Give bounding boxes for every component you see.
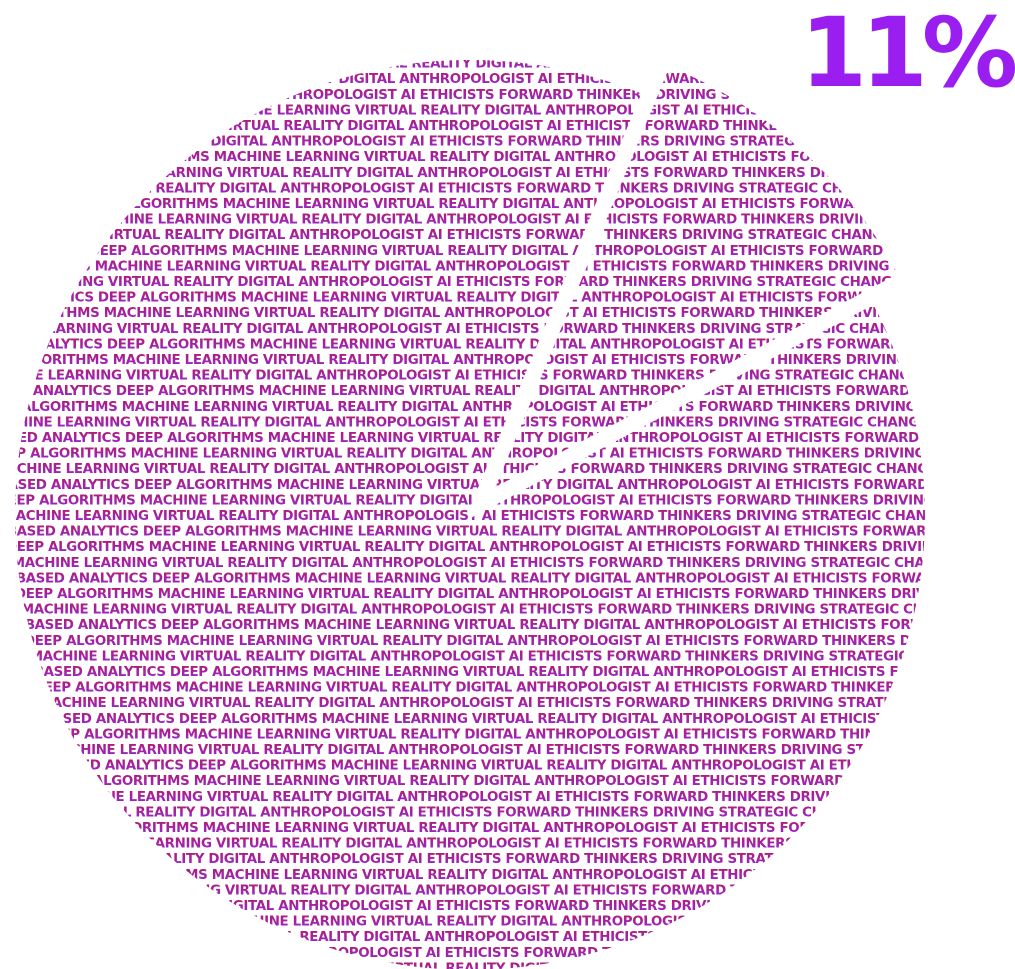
texture-text: CLOUD BASED ANALYTICS DEEP ALGORITHMS MA… <box>0 696 1015 711</box>
texture-text: CLOUD BASED ANALYTICS DEEP ALGORITHMS MA… <box>0 493 1015 508</box>
texture-text: CLOUD BASED ANALYTICS DEEP ALGORITHMS MA… <box>0 150 1015 165</box>
texture-text: CLOUD BASED ANALYTICS DEEP ALGORITHMS MA… <box>0 821 1015 836</box>
texture-text: CLOUD BASED ANALYTICS DEEP ALGORITHMS MA… <box>0 384 1015 399</box>
texture-text: CLOUD BASED ANALYTICS DEEP ALGORITHMS MA… <box>0 961 1015 969</box>
texture-text: CLOUD BASED ANALYTICS DEEP ALGORITHMS MA… <box>0 400 1015 415</box>
texture-text: CLOUD BASED ANALYTICS DEEP ALGORITHMS MA… <box>0 665 1015 680</box>
texture-text: CLOUD BASED ANALYTICS DEEP ALGORITHMS MA… <box>0 805 1015 820</box>
texture-text: CLOUD BASED ANALYTICS DEEP ALGORITHMS MA… <box>0 618 1015 633</box>
texture-text: CLOUD BASED ANALYTICS DEEP ALGORITHMS MA… <box>0 306 1015 321</box>
texture-text: CLOUD BASED ANALYTICS DEEP ALGORITHMS MA… <box>0 447 1015 462</box>
texture-text: CLOUD BASED ANALYTICS DEEP ALGORITHMS MA… <box>0 634 1015 649</box>
texture-text: CLOUD BASED ANALYTICS DEEP ALGORITHMS MA… <box>0 540 1015 555</box>
texture-text: CLOUD BASED ANALYTICS DEEP ALGORITHMS MA… <box>0 790 1015 805</box>
texture-text: CLOUD BASED ANALYTICS DEEP ALGORITHMS MA… <box>0 587 1015 602</box>
callout-label: 11% <box>800 0 1015 109</box>
texture-text: CLOUD BASED ANALYTICS DEEP ALGORITHMS MA… <box>0 712 1015 727</box>
texture-text: CLOUD BASED ANALYTICS DEEP ALGORITHMS MA… <box>0 525 1015 540</box>
texture-text: CLOUD BASED ANALYTICS DEEP ALGORITHMS MA… <box>0 259 1015 274</box>
texture-text: CLOUD BASED ANALYTICS DEEP ALGORITHMS MA… <box>0 275 1015 290</box>
texture-text: CLOUD BASED ANALYTICS DEEP ALGORITHMS MA… <box>0 431 1015 446</box>
texture-text: CLOUD BASED ANALYTICS DEEP ALGORITHMS MA… <box>0 509 1015 524</box>
texture-text: CLOUD BASED ANALYTICS DEEP ALGORITHMS MA… <box>0 743 1015 758</box>
texture-text: CLOUD BASED ANALYTICS DEEP ALGORITHMS MA… <box>0 322 1015 337</box>
texture-text: CLOUD BASED ANALYTICS DEEP ALGORITHMS MA… <box>0 930 1015 945</box>
texture-text: CLOUD BASED ANALYTICS DEEP ALGORITHMS MA… <box>0 337 1015 352</box>
texture-text: CLOUD BASED ANALYTICS DEEP ALGORITHMS MA… <box>0 462 1015 477</box>
texture-text: CLOUD BASED ANALYTICS DEEP ALGORITHMS MA… <box>0 681 1015 696</box>
pie-body: CLOUD BASED ANALYTICS DEEP ALGORITHMS MA… <box>0 57 1015 969</box>
texture-text: CLOUD BASED ANALYTICS DEEP ALGORITHMS MA… <box>0 353 1015 368</box>
texture-text: CLOUD BASED ANALYTICS DEEP ALGORITHMS MA… <box>0 571 1015 586</box>
texture-text: CLOUD BASED ANALYTICS DEEP ALGORITHMS MA… <box>0 915 1015 930</box>
texture-text: CLOUD BASED ANALYTICS DEEP ALGORITHMS MA… <box>0 727 1015 742</box>
texture-text: CLOUD BASED ANALYTICS DEEP ALGORITHMS MA… <box>0 415 1015 430</box>
texture-text: CLOUD BASED ANALYTICS DEEP ALGORITHMS MA… <box>0 774 1015 789</box>
texture-text: CLOUD BASED ANALYTICS DEEP ALGORITHMS MA… <box>0 868 1015 883</box>
texture-text: CLOUD BASED ANALYTICS DEEP ALGORITHMS MA… <box>0 946 1015 961</box>
texture-text: CLOUD BASED ANALYTICS DEEP ALGORITHMS MA… <box>0 291 1015 306</box>
texture-text: CLOUD BASED ANALYTICS DEEP ALGORITHMS MA… <box>0 197 1015 212</box>
texture-text: CLOUD BASED ANALYTICS DEEP ALGORITHMS MA… <box>0 166 1015 181</box>
texture-text: CLOUD BASED ANALYTICS DEEP ALGORITHMS MA… <box>0 649 1015 664</box>
texture-text: CLOUD BASED ANALYTICS DEEP ALGORITHMS MA… <box>0 244 1015 259</box>
texture-text: CLOUD BASED ANALYTICS DEEP ALGORITHMS MA… <box>0 852 1015 867</box>
texture-text: CLOUD BASED ANALYTICS DEEP ALGORITHMS MA… <box>0 603 1015 618</box>
texture-text: CLOUD BASED ANALYTICS DEEP ALGORITHMS MA… <box>0 837 1015 852</box>
texture-text: CLOUD BASED ANALYTICS DEEP ALGORITHMS MA… <box>0 899 1015 914</box>
texture-text: CLOUD BASED ANALYTICS DEEP ALGORITHMS MA… <box>0 291 1015 306</box>
texture-text: CLOUD BASED ANALYTICS DEEP ALGORITHMS MA… <box>0 57 1015 72</box>
texture-text: CLOUD BASED ANALYTICS DEEP ALGORITHMS MA… <box>0 181 1015 196</box>
slice-gap <box>467 93 874 518</box>
texture-text: CLOUD BASED ANALYTICS DEEP ALGORITHMS MA… <box>0 135 1015 150</box>
texture-text: CLOUD BASED ANALYTICS DEEP ALGORITHMS MA… <box>0 759 1015 774</box>
texture-text: CLOUD BASED ANALYTICS DEEP ALGORITHMS MA… <box>0 119 1015 134</box>
texture-text: CLOUD BASED ANALYTICS DEEP ALGORITHMS MA… <box>0 478 1015 493</box>
texture-text: CLOUD BASED ANALYTICS DEEP ALGORITHMS MA… <box>0 369 1015 384</box>
texture-text: CLOUD BASED ANALYTICS DEEP ALGORITHMS MA… <box>0 556 1015 571</box>
texture-text: CLOUD BASED ANALYTICS DEEP ALGORITHMS MA… <box>0 883 1015 898</box>
